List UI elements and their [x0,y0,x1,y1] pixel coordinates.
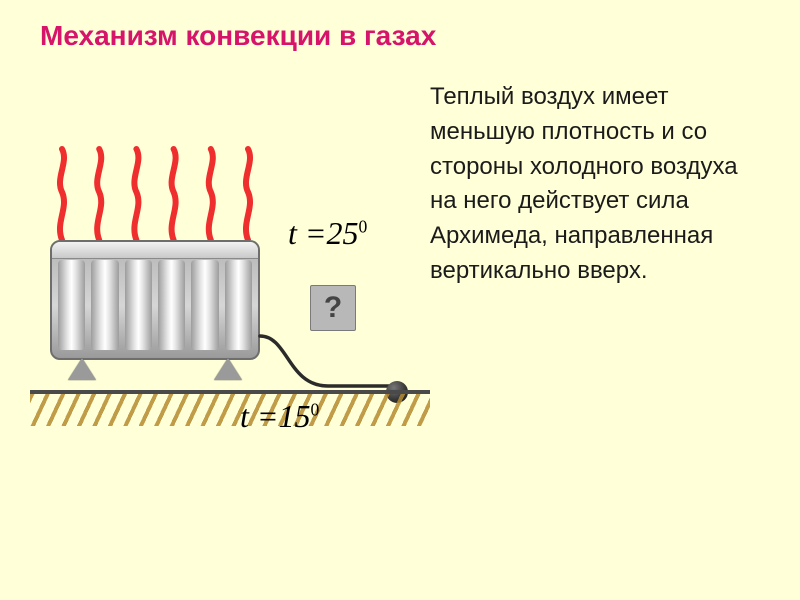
convection-diagram: t =250 ? t =150 [30,90,430,470]
formula-prefix: t = [240,398,278,434]
floor-hatch [30,394,430,426]
heat-wave-icon [172,149,176,240]
question-box: ? [310,285,356,331]
heat-wave-icon [60,149,64,240]
radiator-body [50,240,260,360]
page-title: Механизм конвекции в газах [40,20,436,52]
question-mark-icon: ? [324,291,342,325]
radiator-fin [158,260,185,350]
formula-prefix: t = [288,215,326,251]
radiator-fin [58,260,85,350]
heat-wave-icon [134,149,138,240]
heat-wave-icon [246,149,250,240]
formula-unit: 0 [310,399,319,419]
floor [30,390,430,426]
explanation-text: Теплый воздух имеет меньшую плотность и … [430,80,770,289]
formula-value: 25 [326,215,358,251]
radiator-fin [125,260,152,350]
radiator-leg-left [68,358,96,380]
formula-unit: 0 [358,216,367,236]
radiator-fins [58,260,252,350]
radiator-fin [91,260,118,350]
formula-value: 15 [278,398,310,434]
temperature-bottom: t =150 [240,398,319,435]
radiator-fin [225,260,252,350]
page: Механизм конвекции в газах Теплый воздух… [0,0,800,600]
temperature-top: t =250 [288,215,367,252]
radiator-leg-right [214,358,242,380]
radiator-fin [191,260,218,350]
heat-waves [48,145,262,240]
radiator-top [52,242,258,259]
heat-wave-icon [97,149,101,240]
power-cable [258,328,408,398]
heat-wave-icon [209,149,213,240]
radiator [50,240,260,360]
